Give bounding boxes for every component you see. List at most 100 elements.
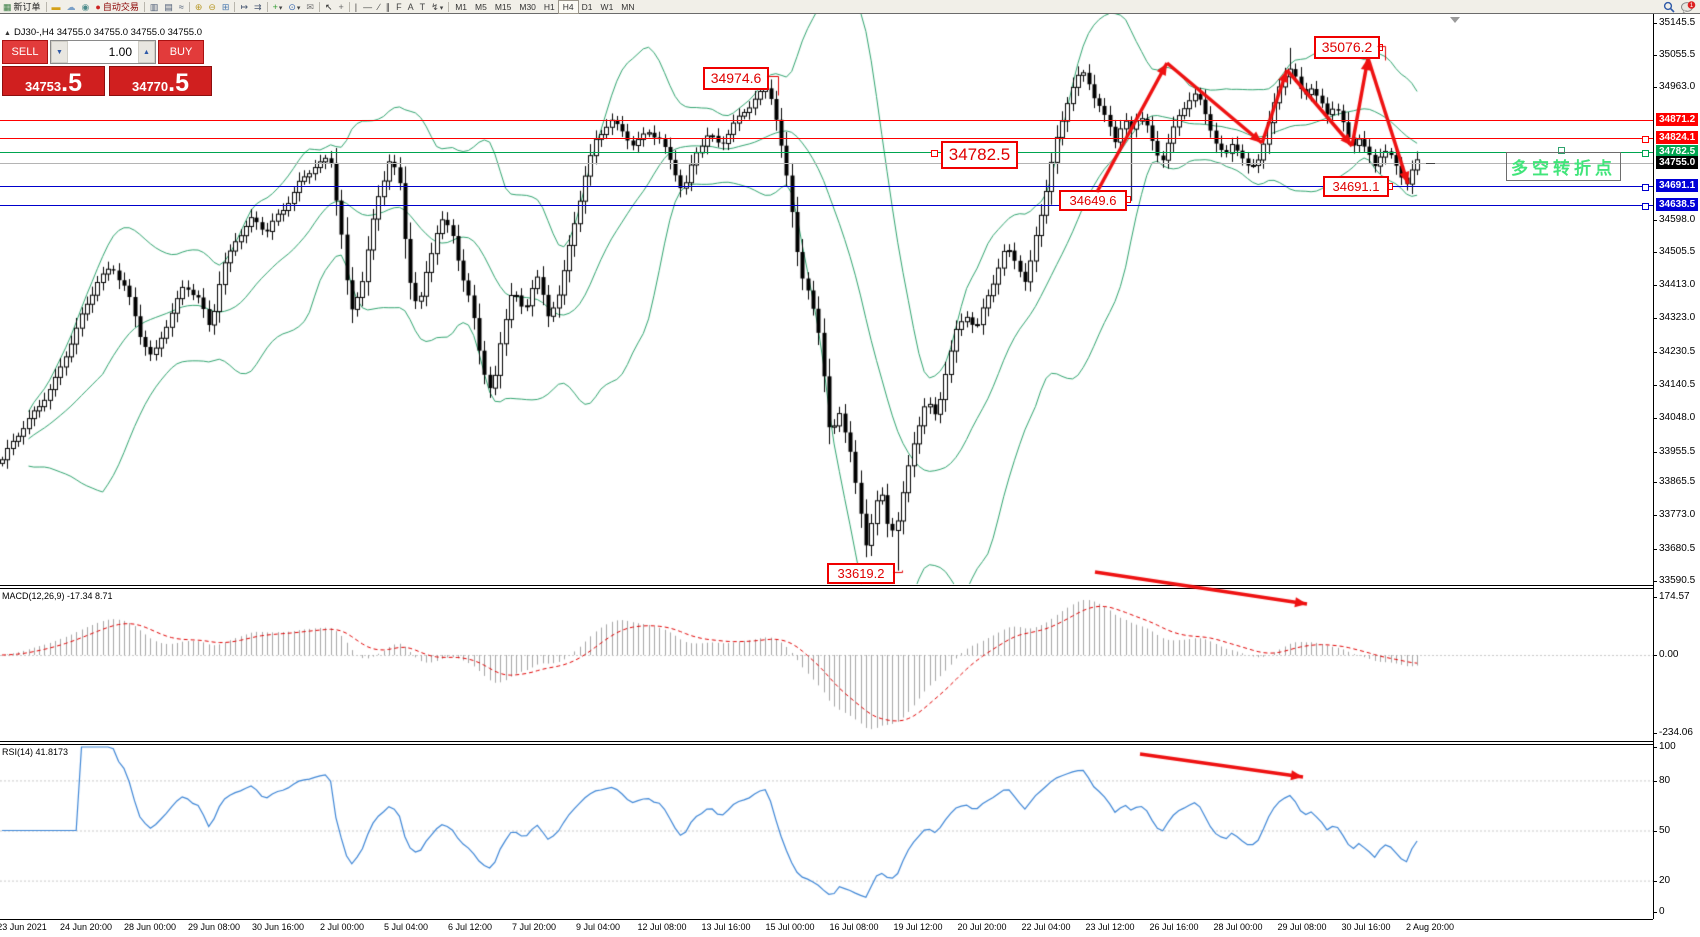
collapse-triangle-icon[interactable]: ▲ — [4, 30, 11, 37]
price-annotation-33619.2[interactable]: 33619.2 — [827, 563, 895, 584]
price-annotation-34782.5[interactable]: 34782.5 — [941, 141, 1018, 169]
hline-34638.5[interactable] — [0, 205, 1653, 206]
chart-shift-marker[interactable] — [1450, 17, 1460, 23]
timeframe-M5[interactable]: M5 — [475, 1, 487, 12]
volume-up-button[interactable]: ▲ — [138, 41, 155, 63]
timeframe-M1[interactable]: M1 — [455, 1, 468, 12]
hline-34871.2[interactable] — [0, 120, 1653, 121]
new-order-button[interactable]: ▦ 新订单 — [3, 1, 41, 12]
gold-icon[interactable]: ▬ — [51, 1, 61, 12]
axis-tick — [1653, 55, 1657, 56]
channel-tool[interactable]: ∥ — [385, 1, 391, 12]
trendline-tool[interactable]: ∕ — [378, 1, 380, 12]
line-handle[interactable] — [1642, 136, 1649, 143]
axis-tick — [1653, 515, 1657, 516]
text-tool[interactable]: A — [407, 1, 414, 12]
time-axis-label: 6 Jul 12:00 — [447, 922, 493, 932]
axis-tick — [1653, 831, 1657, 832]
line-handle[interactable] — [931, 150, 938, 157]
price-tag-34871.2[interactable]: 34871.2 — [1656, 113, 1699, 126]
cloud-icon[interactable]: ☁ — [66, 1, 76, 12]
timeframe-H1[interactable]: H1 — [543, 1, 555, 12]
price-tag-34691.1[interactable]: 34691.1 — [1656, 179, 1699, 192]
timeframe-MN[interactable]: MN — [621, 1, 635, 12]
zoom-in-icon[interactable]: ⊕ — [194, 1, 203, 12]
axis-tick — [1653, 733, 1657, 734]
broadcast-icon[interactable]: ◉ — [81, 1, 90, 12]
axis-label: 34323.0 — [1659, 312, 1696, 323]
toolbar: ▦ 新订单 ▬ ☁ ◉ ● 自动交易 ▥ ▤ ≈ ⊕ ⊖ ⊞ ↦ ⇉ +▾ ⊙▾ ✉ ↖ + | — ∕ ∥ F A T ↯▾ M1 M… — [0, 0, 1700, 14]
zoom-out-icon[interactable]: ⊖ — [208, 1, 216, 12]
line-chart-icon[interactable]: ≈ — [178, 1, 184, 12]
volume-field[interactable]: 1.00 — [108, 45, 132, 59]
shapes-tool[interactable]: ↯▾ — [431, 1, 444, 12]
time-axis-label: 15 Jul 00:00 — [765, 922, 815, 932]
axis-tick — [1653, 881, 1657, 882]
notification-chat-icon[interactable]: 1 — [1681, 0, 1696, 13]
axis-label: 33680.5 — [1659, 543, 1696, 554]
macd-axis-label: 0.00 — [1659, 649, 1679, 660]
time-axis-label: 2 Aug 20:00 — [1405, 922, 1455, 932]
timeframe-H4[interactable]: H4 — [557, 0, 579, 14]
timeframe-W1[interactable]: W1 — [600, 1, 614, 12]
price-tag-34755.0[interactable]: 34755.0 — [1656, 156, 1699, 169]
rsi-axis-label: 50 — [1659, 825, 1671, 836]
horizontal-line-tool[interactable]: — — [363, 1, 373, 12]
panel-separator[interactable] — [0, 744, 1653, 745]
bar-chart-icon[interactable]: ▥ — [149, 1, 159, 12]
toolbar-separator — [188, 1, 190, 12]
hline-34782.5[interactable] — [0, 152, 1653, 153]
line-handle[interactable] — [1642, 150, 1649, 157]
axis-tick — [1653, 318, 1657, 319]
volume-down-button[interactable]: ▼ — [51, 41, 68, 63]
timeframe-D1[interactable]: D1 — [581, 1, 593, 12]
price-annotation-34974.6[interactable]: 34974.6 — [703, 67, 769, 90]
mail-icon[interactable]: ✉ — [306, 1, 314, 12]
time-axis-label: 5 Jul 04:00 — [383, 922, 429, 932]
cursor-tool[interactable]: ↖ — [324, 1, 333, 12]
axis-label: 34963.0 — [1659, 81, 1696, 92]
panel-separator[interactable] — [0, 588, 1653, 589]
label-tool[interactable]: T — [419, 1, 426, 12]
one-click-trading-panel: SELL ▼ 1.00 ▲ BUY 34753.5 34770.5 — [2, 40, 212, 96]
auto-scroll-icon[interactable]: ⇉ — [254, 1, 262, 12]
sell-button[interactable]: SELL — [2, 40, 48, 64]
price-annotation-34691.1[interactable]: 34691.1 — [1323, 176, 1389, 197]
hline-34691.1[interactable] — [0, 186, 1653, 187]
tile-windows-icon[interactable]: ⊞ — [221, 1, 230, 12]
price-tag-34638.5[interactable]: 34638.5 — [1656, 198, 1699, 211]
line-handle[interactable] — [1642, 203, 1649, 210]
cn-turning-point-note[interactable]: 多空转折点 — [1506, 152, 1621, 181]
panel-separator[interactable] — [0, 585, 1653, 586]
add-indicator-button[interactable]: +▾ — [272, 1, 283, 12]
price-annotation-35076.2[interactable]: 35076.2 — [1314, 36, 1380, 59]
price-axis-line — [1653, 14, 1654, 919]
period-button[interactable]: ⊙▾ — [288, 1, 301, 12]
hline-34824.1[interactable] — [0, 138, 1653, 139]
shift-end-icon[interactable]: ↦ — [240, 1, 249, 12]
search-icon[interactable] — [1663, 1, 1675, 13]
sell-price-display[interactable]: 34753.5 — [2, 66, 105, 96]
axis-label: 34598.0 — [1659, 214, 1696, 225]
rsi-axis-label: 20 — [1659, 875, 1671, 886]
axis-label: 34230.5 — [1659, 346, 1696, 357]
fibonacci-tool[interactable]: F — [396, 1, 402, 12]
buy-button[interactable]: BUY — [158, 40, 204, 64]
time-axis-label: 19 Jul 12:00 — [893, 922, 943, 932]
line-handle[interactable] — [1642, 184, 1649, 191]
hline-34755.0[interactable] — [0, 163, 1653, 164]
timeframe-M30[interactable]: M30 — [519, 1, 536, 12]
time-axis-label: 16 Jul 08:00 — [829, 922, 879, 932]
vertical-line-tool[interactable]: | — [354, 1, 358, 12]
price-tag-34824.1[interactable]: 34824.1 — [1656, 131, 1699, 144]
candle-chart-icon[interactable]: ▤ — [164, 1, 173, 12]
time-axis-label: 23 Jun 2021 — [0, 922, 47, 932]
buy-price-display[interactable]: 34770.5 — [109, 66, 212, 96]
panel-separator[interactable] — [0, 741, 1653, 742]
axis-label: 34140.5 — [1659, 379, 1696, 390]
auto-trading-button[interactable]: ● 自动交易 — [95, 1, 139, 12]
price-annotation-34649.6[interactable]: 34649.6 — [1059, 190, 1127, 211]
crosshair-tool[interactable]: + — [338, 1, 344, 12]
timeframe-M15[interactable]: M15 — [494, 1, 512, 12]
